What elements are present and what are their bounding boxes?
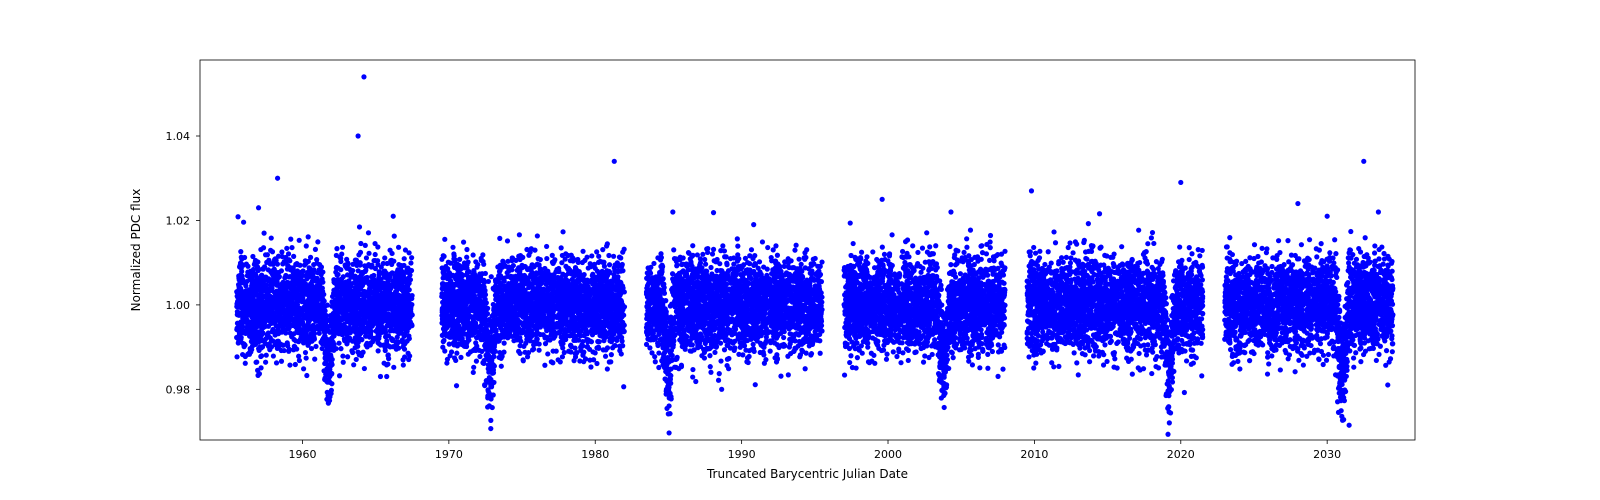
x-ticks: 1960 1970 1980 1990 2000 2010 2020 2030 — [288, 440, 1341, 461]
y-tick-label: 1.00 — [166, 299, 191, 312]
x-tick-label: 1980 — [581, 448, 609, 461]
lightcurve-scatter: 1960 1970 1980 1990 2000 2010 2020 2030 0.98 1.0… — [0, 0, 1600, 500]
y-axis-label: Normalized PDC flux — [129, 189, 143, 312]
x-tick-label: 1970 — [435, 448, 463, 461]
y-ticks: 0.98 1.00 1.02 1.04 — [166, 130, 201, 396]
x-tick-label: 1960 — [288, 448, 316, 461]
x-tick-label: 2000 — [874, 448, 902, 461]
x-tick-label: 1990 — [728, 448, 756, 461]
x-tick-label: 2020 — [1167, 448, 1195, 461]
x-tick-label: 2030 — [1313, 448, 1341, 461]
chart-container: 1960 1970 1980 1990 2000 2010 2020 2030 0.98 1.0… — [0, 0, 1600, 500]
x-axis-label: Truncated Barycentric Julian Date — [706, 467, 908, 481]
y-tick-label: 1.02 — [166, 214, 191, 227]
y-tick-label: 0.98 — [166, 383, 191, 396]
x-tick-label: 2010 — [1020, 448, 1048, 461]
y-tick-label: 1.04 — [166, 130, 191, 143]
